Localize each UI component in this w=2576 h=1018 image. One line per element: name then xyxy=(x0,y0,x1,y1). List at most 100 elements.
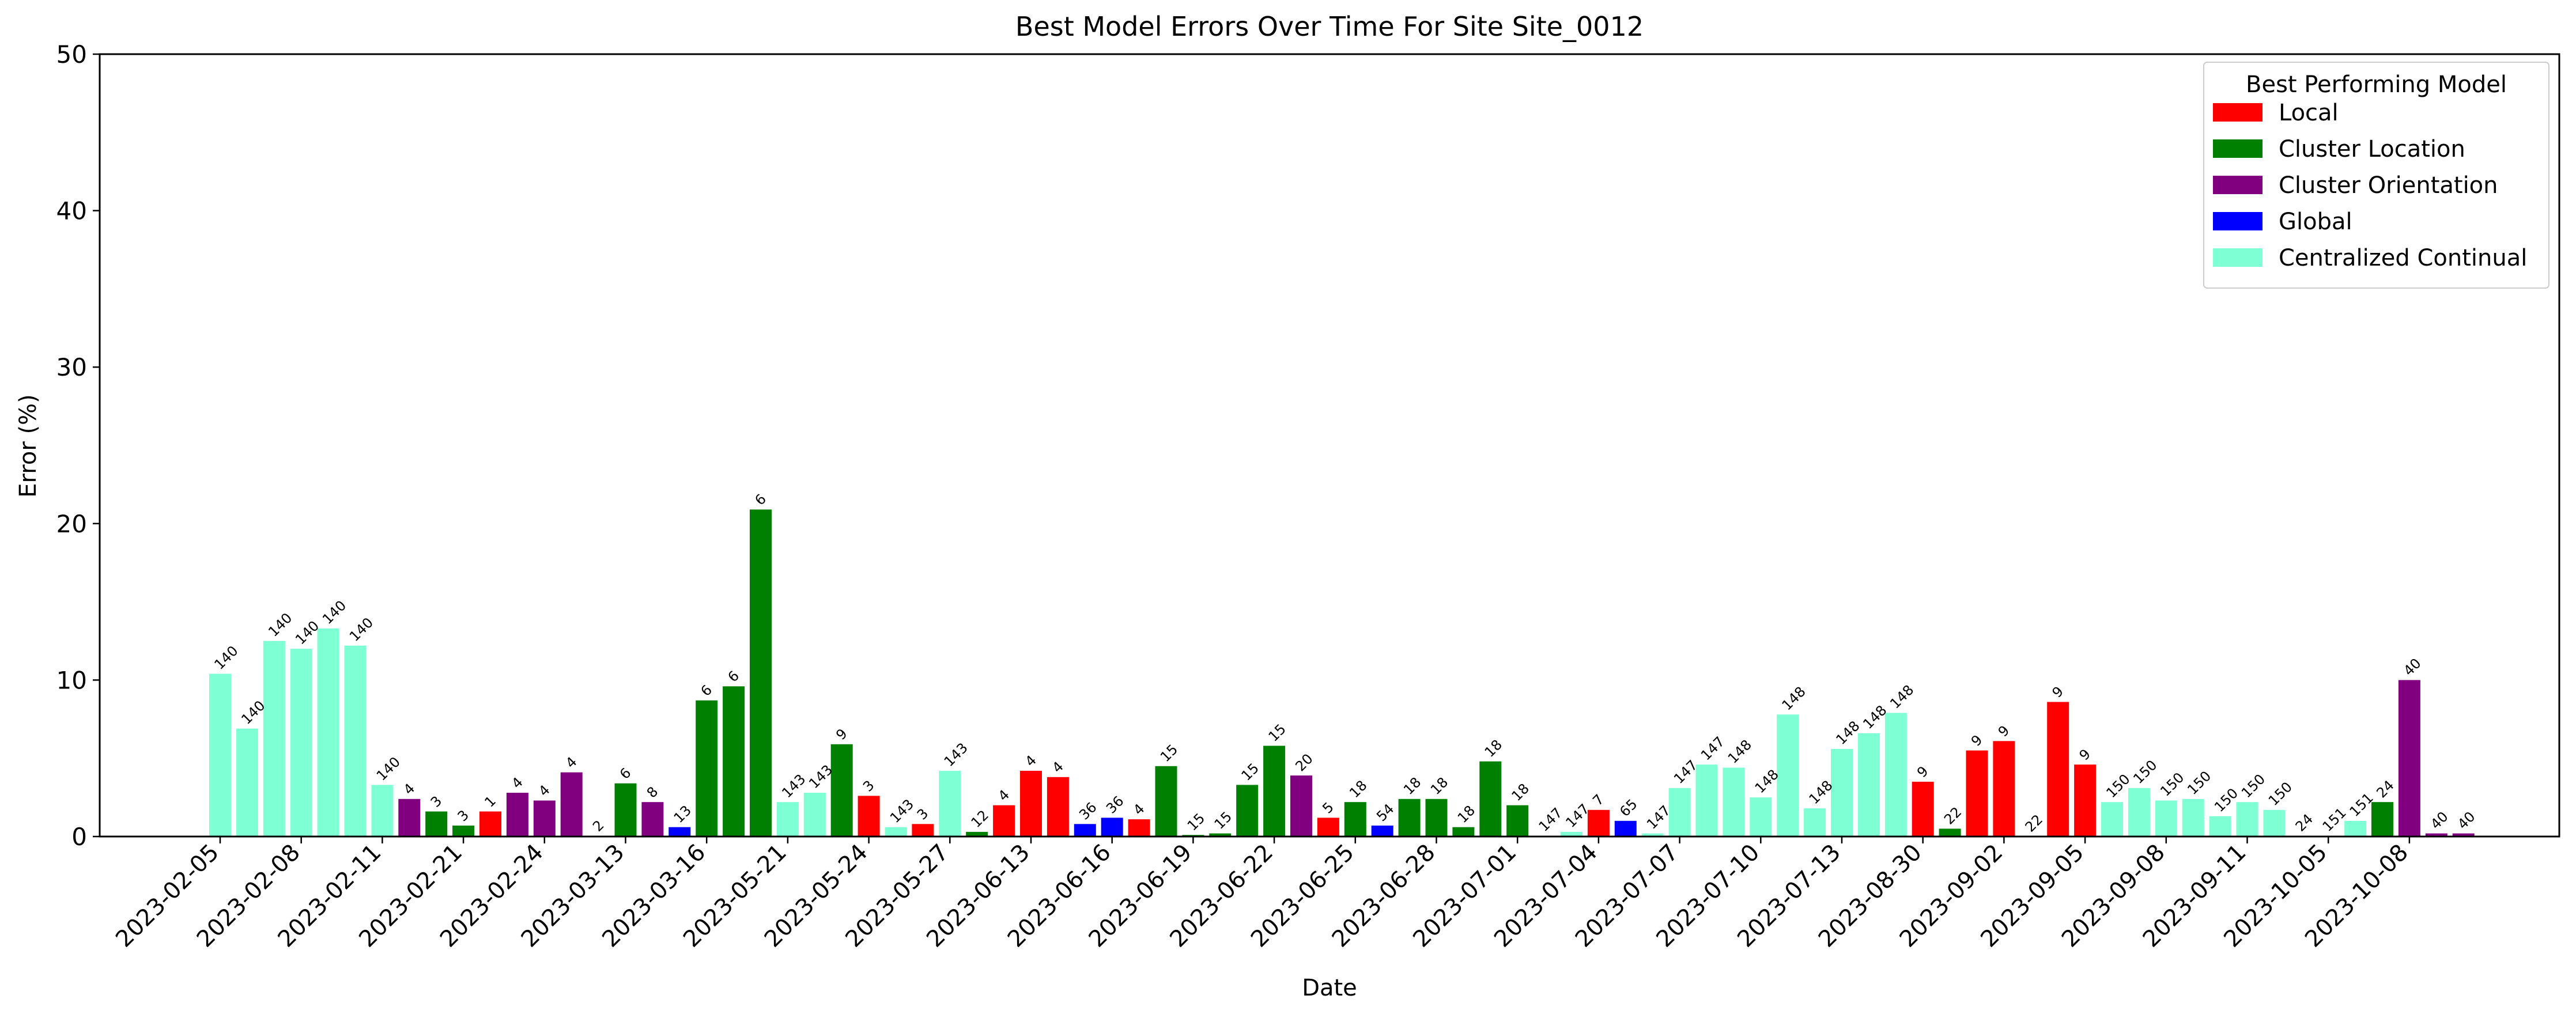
bar xyxy=(1587,809,1610,837)
bar xyxy=(1506,805,1529,837)
bar xyxy=(1804,808,1826,837)
bar xyxy=(1074,824,1096,837)
bar xyxy=(1614,820,1637,837)
bar xyxy=(371,785,394,837)
bar xyxy=(2209,816,2231,837)
bar xyxy=(1641,833,1664,837)
bar xyxy=(912,824,934,837)
legend-swatch xyxy=(2213,212,2263,230)
bar xyxy=(1317,818,1339,837)
bar xyxy=(1101,818,1123,837)
bar xyxy=(1263,745,1286,837)
bar xyxy=(1939,828,1961,837)
bar xyxy=(1155,766,1177,837)
bar xyxy=(425,811,448,837)
plot-frame xyxy=(99,53,2560,838)
legend-swatch xyxy=(2213,139,2263,158)
y-tick-label: 30 xyxy=(56,353,87,381)
bar xyxy=(641,802,664,837)
legend-swatch xyxy=(2213,103,2263,122)
bar xyxy=(939,770,961,837)
bar xyxy=(2398,680,2420,837)
bar xyxy=(1884,713,1907,837)
bar xyxy=(1371,826,1393,837)
legend-label: Centralized Continual xyxy=(2279,245,2527,271)
bar xyxy=(1912,781,1934,837)
bar xyxy=(696,700,718,837)
bar xyxy=(479,811,501,837)
y-axis: 0 10 20 30 40 50 xyxy=(56,40,100,851)
bar xyxy=(560,772,583,837)
bar xyxy=(1236,785,1259,837)
bar xyxy=(2101,802,2123,837)
bar xyxy=(1695,765,1718,837)
legend-label: Cluster Orientation xyxy=(2279,172,2498,199)
legend-label: Cluster Location xyxy=(2279,136,2465,162)
bar xyxy=(290,649,312,837)
bar xyxy=(344,645,367,837)
bar xyxy=(614,783,637,837)
bar xyxy=(2236,802,2258,837)
bar xyxy=(2452,833,2475,837)
y-axis-label: Error (%) xyxy=(15,394,41,497)
y-tick-label: 20 xyxy=(56,510,87,538)
bar xyxy=(1966,750,1988,837)
bar xyxy=(776,802,799,837)
bar xyxy=(2047,702,2069,837)
bar xyxy=(1209,833,1232,837)
bar xyxy=(209,673,231,837)
bar xyxy=(1344,802,1366,837)
chart-title: Best Model Errors Over Time For Site Sit… xyxy=(1015,11,1644,42)
legend-label: Global xyxy=(2279,209,2352,235)
bar xyxy=(723,686,745,837)
bar xyxy=(750,509,772,837)
legend-swatch xyxy=(2213,176,2263,194)
bar xyxy=(803,793,826,837)
bar xyxy=(1561,831,1582,837)
bar xyxy=(1398,798,1421,837)
bar xyxy=(1020,770,1042,837)
y-tick-label: 50 xyxy=(56,40,87,69)
bar xyxy=(2074,765,2097,837)
bar xyxy=(993,805,1015,837)
x-axis-label: Date xyxy=(1302,975,1357,1001)
bar xyxy=(2344,820,2367,837)
legend-label: Local xyxy=(2279,100,2339,126)
bar xyxy=(1479,761,1502,837)
bar xyxy=(2155,800,2177,837)
bar xyxy=(830,744,853,837)
bar xyxy=(1047,777,1069,837)
bar xyxy=(1750,797,1772,837)
bar xyxy=(2128,788,2150,837)
bar xyxy=(1452,827,1475,837)
bar xyxy=(506,793,528,837)
y-tick-label: 40 xyxy=(56,197,87,225)
bar xyxy=(966,831,988,837)
bars-layer xyxy=(209,509,2475,837)
bar xyxy=(533,800,556,837)
y-tick-label: 10 xyxy=(56,666,87,694)
bar xyxy=(1777,714,1799,837)
bar xyxy=(452,826,475,837)
legend-box xyxy=(2203,62,2549,289)
bar xyxy=(1993,741,2015,837)
bar xyxy=(668,827,691,837)
bar xyxy=(1290,775,1312,837)
bar xyxy=(2263,809,2286,837)
bar xyxy=(236,728,258,837)
bar xyxy=(1128,819,1150,837)
legend-title: Best Performing Model xyxy=(2246,71,2507,98)
bar xyxy=(2371,802,2393,837)
bar xyxy=(2182,798,2204,837)
bar xyxy=(317,628,339,837)
bar xyxy=(1425,798,1448,837)
legend-swatch xyxy=(2213,248,2263,267)
bar xyxy=(2425,833,2447,837)
bar xyxy=(398,798,421,837)
bar xyxy=(1831,748,1853,837)
bar xyxy=(885,827,907,837)
bar xyxy=(1857,733,1880,837)
